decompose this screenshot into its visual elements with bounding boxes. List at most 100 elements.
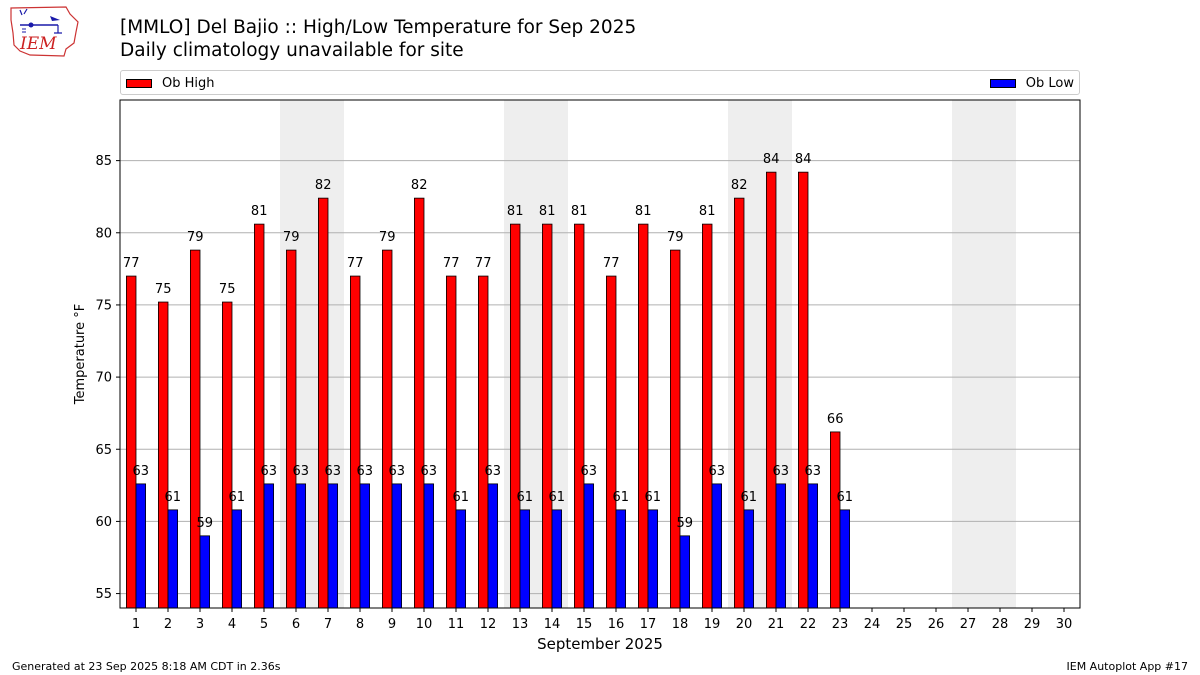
y-axis-label: Temperature °F <box>73 304 88 405</box>
data-label-low: 63 <box>389 464 406 479</box>
data-label-high: 66 <box>827 412 844 427</box>
bar-low <box>135 483 147 609</box>
x-tick-label: 15 <box>576 617 593 632</box>
x-tick-label: 8 <box>356 617 364 632</box>
bar-high <box>189 249 201 609</box>
data-label-low: 59 <box>677 516 694 531</box>
x-tick-label: 19 <box>704 617 721 632</box>
bar-high <box>798 171 809 609</box>
chart-subtitle: Daily climatology unavailable for site <box>120 40 464 61</box>
bar-low <box>295 483 307 609</box>
bar-high <box>157 301 169 609</box>
legend-label-low: Ob Low <box>1025 75 1074 91</box>
data-label-low: 61 <box>517 490 534 505</box>
x-tick-label: 4 <box>228 617 236 632</box>
x-tick-label: 27 <box>960 617 977 632</box>
data-label-low: 63 <box>709 464 726 479</box>
x-tick-label: 9 <box>388 617 396 632</box>
data-label-high: 81 <box>571 204 588 219</box>
x-tick-label: 29 <box>1024 617 1041 632</box>
bar-high <box>509 223 521 609</box>
data-label-low: 61 <box>645 490 662 505</box>
data-label-high: 77 <box>475 256 492 271</box>
x-tick-label: 25 <box>896 617 913 632</box>
bar-low <box>775 483 787 609</box>
data-label-high: 81 <box>539 204 556 219</box>
bar-high <box>606 275 617 609</box>
bar-low <box>231 509 243 609</box>
x-tick-label: 5 <box>260 617 268 632</box>
data-label-high: 81 <box>251 204 268 219</box>
bar-high <box>477 275 489 609</box>
data-label-high: 81 <box>699 204 716 219</box>
x-tick-label: 14 <box>544 617 561 632</box>
bar-high <box>126 275 137 609</box>
y-tick-label: 75 <box>95 298 112 313</box>
data-label-low: 63 <box>773 464 790 479</box>
data-label-high: 82 <box>731 178 748 193</box>
x-tick-label: 28 <box>992 617 1009 632</box>
x-tick-label: 23 <box>832 617 849 632</box>
bar-low <box>807 483 819 609</box>
x-tick-label: 7 <box>324 617 332 632</box>
bar-low <box>551 509 563 609</box>
bar-low <box>327 483 339 609</box>
data-label-low: 63 <box>325 464 342 479</box>
data-label-high: 82 <box>315 178 332 193</box>
bar-low <box>487 483 499 609</box>
data-label-low: 61 <box>741 490 758 505</box>
data-label-high: 79 <box>283 230 300 245</box>
plot-area <box>119 99 1081 609</box>
bar-low <box>199 535 211 609</box>
data-label-high: 84 <box>763 152 780 167</box>
x-tick-label: 22 <box>800 617 817 632</box>
x-tick-label: 17 <box>640 617 657 632</box>
data-label-high: 75 <box>155 282 172 297</box>
x-tick-label: 6 <box>292 617 300 632</box>
data-label-low: 63 <box>133 464 150 479</box>
bar-low <box>679 535 691 609</box>
x-tick-label: 20 <box>736 617 753 632</box>
data-label-low: 61 <box>229 490 246 505</box>
bar-high <box>221 301 233 609</box>
data-label-low: 61 <box>453 490 470 505</box>
bar-high <box>381 249 393 609</box>
x-tick-label: 24 <box>864 617 881 632</box>
x-tick-label: 11 <box>448 617 465 632</box>
bar-high <box>574 223 585 609</box>
bar-low <box>519 509 531 609</box>
data-label-high: 75 <box>219 282 236 297</box>
bar-high <box>285 249 297 609</box>
data-label-low: 61 <box>837 490 854 505</box>
weekend-band <box>952 100 1016 608</box>
x-tick-label: 16 <box>608 617 625 632</box>
bar-high <box>542 223 553 609</box>
data-label-high: 77 <box>347 256 364 271</box>
bar-low <box>615 509 627 609</box>
bar-low <box>455 509 467 609</box>
bar-high <box>445 275 457 609</box>
bar-low <box>839 509 851 609</box>
bar-high <box>413 197 425 609</box>
data-label-high: 79 <box>379 230 396 245</box>
data-label-low: 63 <box>421 464 438 479</box>
data-label-high: 81 <box>635 204 652 219</box>
iem-logo-text: IEM <box>19 34 57 54</box>
chart-legend: Ob High Ob Low <box>120 70 1080 95</box>
x-tick-label: 3 <box>196 617 204 632</box>
bar-low <box>263 483 275 609</box>
data-label-high: 77 <box>443 256 460 271</box>
bar-low <box>391 483 403 609</box>
legend-entry-low: Ob Low <box>989 75 1074 91</box>
y-tick-label: 85 <box>95 154 112 169</box>
data-label-low: 63 <box>261 464 278 479</box>
bar-low <box>711 483 723 609</box>
x-axis-label: September 2025 <box>537 635 663 653</box>
y-tick-label: 60 <box>95 515 112 530</box>
bar-low <box>647 509 659 609</box>
x-tick-label: 13 <box>512 617 529 632</box>
data-label-high: 79 <box>187 230 204 245</box>
data-label-low: 63 <box>581 464 598 479</box>
